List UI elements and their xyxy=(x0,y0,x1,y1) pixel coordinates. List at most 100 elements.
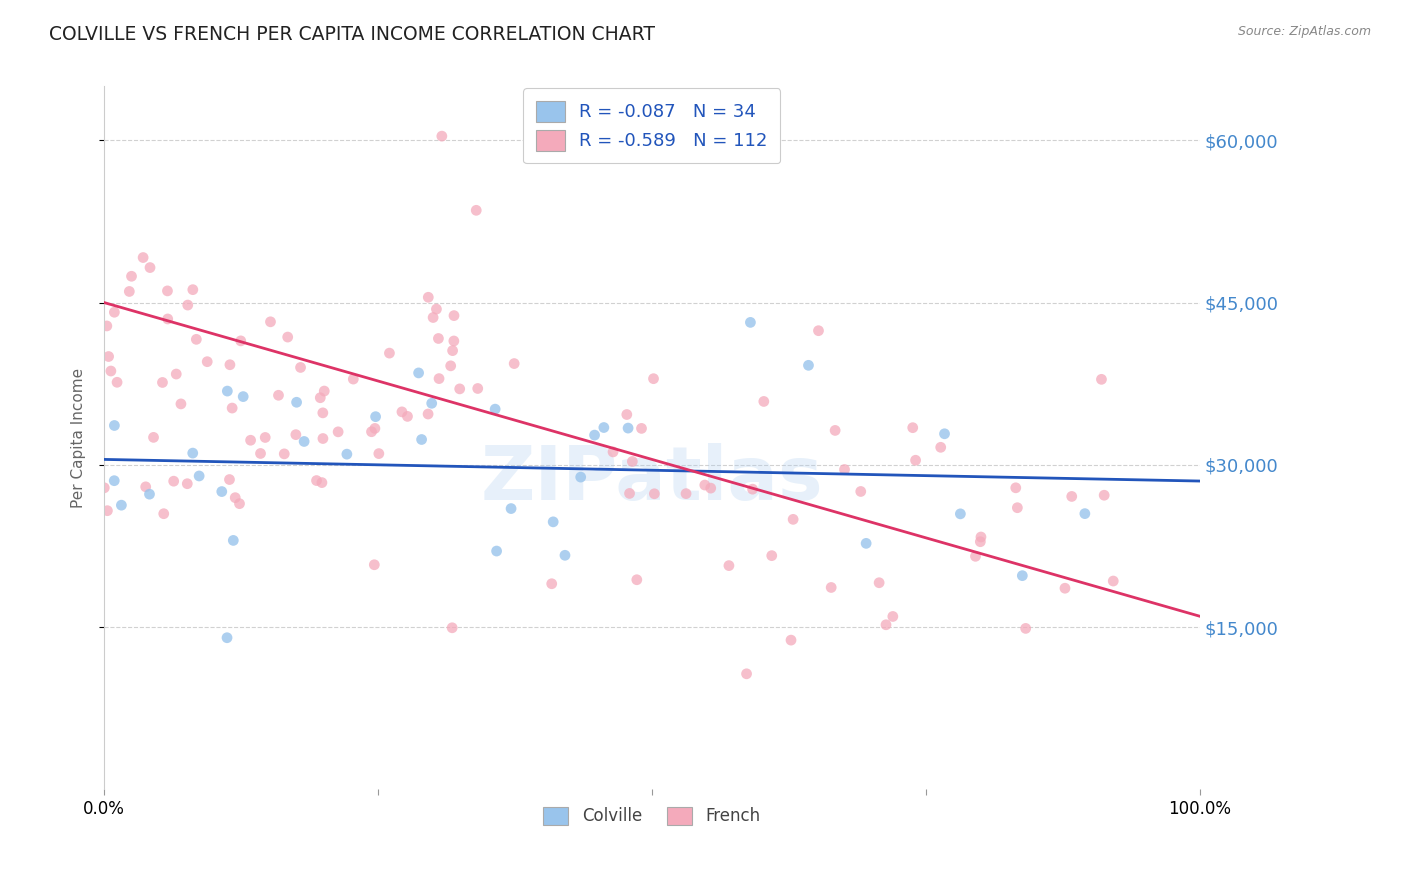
Point xyxy=(1102,574,1125,588)
Point xyxy=(195,354,218,368)
Point xyxy=(626,573,648,587)
Point xyxy=(740,315,762,329)
Point xyxy=(110,498,132,512)
Point xyxy=(326,425,349,439)
Point xyxy=(834,462,856,476)
Point xyxy=(484,402,506,417)
Point xyxy=(904,453,927,467)
Point xyxy=(717,558,740,573)
Point xyxy=(156,284,179,298)
Point xyxy=(583,428,606,442)
Point xyxy=(396,409,419,424)
Point xyxy=(485,544,508,558)
Point xyxy=(138,487,160,501)
Point xyxy=(855,536,877,550)
Point xyxy=(465,203,488,218)
Legend: Colville, French: Colville, French xyxy=(536,798,769,834)
Point xyxy=(541,515,564,529)
Point xyxy=(934,426,956,441)
Point xyxy=(259,315,281,329)
Point xyxy=(782,512,804,526)
Point xyxy=(156,312,179,326)
Point xyxy=(427,371,450,385)
Point xyxy=(222,533,245,548)
Point xyxy=(425,302,447,317)
Point xyxy=(232,390,254,404)
Point xyxy=(273,447,295,461)
Point xyxy=(441,621,464,635)
Point xyxy=(152,376,174,390)
Point xyxy=(675,486,697,500)
Point xyxy=(360,425,382,439)
Point xyxy=(336,447,359,461)
Point xyxy=(630,421,652,435)
Point xyxy=(554,549,576,563)
Point xyxy=(311,475,333,490)
Point xyxy=(139,260,162,275)
Point xyxy=(177,298,200,312)
Point xyxy=(735,666,758,681)
Point xyxy=(499,501,522,516)
Point xyxy=(215,631,238,645)
Point xyxy=(1011,568,1033,582)
Point xyxy=(467,382,489,396)
Point xyxy=(807,324,830,338)
Point xyxy=(617,421,640,435)
Point xyxy=(312,432,335,446)
Point xyxy=(105,376,128,390)
Point xyxy=(309,391,332,405)
Point xyxy=(820,581,842,595)
Point xyxy=(367,447,389,461)
Point xyxy=(314,384,336,398)
Point xyxy=(254,430,277,444)
Point xyxy=(752,394,775,409)
Point xyxy=(267,388,290,402)
Point xyxy=(121,269,143,284)
Point xyxy=(949,507,972,521)
Point xyxy=(165,367,187,381)
Point xyxy=(592,420,614,434)
Point xyxy=(965,549,987,564)
Point xyxy=(824,424,846,438)
Point xyxy=(420,396,443,410)
Text: COLVILLE VS FRENCH PER CAPITA INCOME CORRELATION CHART: COLVILLE VS FRENCH PER CAPITA INCOME COR… xyxy=(49,25,655,44)
Point xyxy=(312,406,335,420)
Point xyxy=(540,576,562,591)
Point xyxy=(761,549,783,563)
Text: Source: ZipAtlas.com: Source: ZipAtlas.com xyxy=(1237,25,1371,38)
Point xyxy=(699,481,721,495)
Point xyxy=(96,504,118,518)
Point xyxy=(224,491,246,505)
Point xyxy=(569,470,592,484)
Point xyxy=(970,530,993,544)
Point xyxy=(882,609,904,624)
Point xyxy=(103,418,125,433)
Point xyxy=(929,440,952,454)
Point xyxy=(284,427,307,442)
Point xyxy=(1004,481,1026,495)
Point xyxy=(602,445,624,459)
Point xyxy=(97,350,120,364)
Point xyxy=(422,310,444,325)
Point xyxy=(181,446,204,460)
Point xyxy=(285,395,308,409)
Point xyxy=(621,454,644,468)
Point xyxy=(797,359,820,373)
Point xyxy=(96,318,118,333)
Point xyxy=(135,480,157,494)
Point xyxy=(416,407,439,421)
Point xyxy=(363,558,385,572)
Point xyxy=(1015,621,1038,635)
Point xyxy=(218,473,240,487)
Point xyxy=(217,384,239,398)
Point xyxy=(503,357,526,371)
Point xyxy=(1092,488,1115,502)
Point xyxy=(1060,490,1083,504)
Point xyxy=(1007,500,1029,515)
Point xyxy=(418,290,440,304)
Point xyxy=(211,484,233,499)
Point xyxy=(188,469,211,483)
Point xyxy=(142,430,165,444)
Point xyxy=(277,330,299,344)
Point xyxy=(427,331,450,345)
